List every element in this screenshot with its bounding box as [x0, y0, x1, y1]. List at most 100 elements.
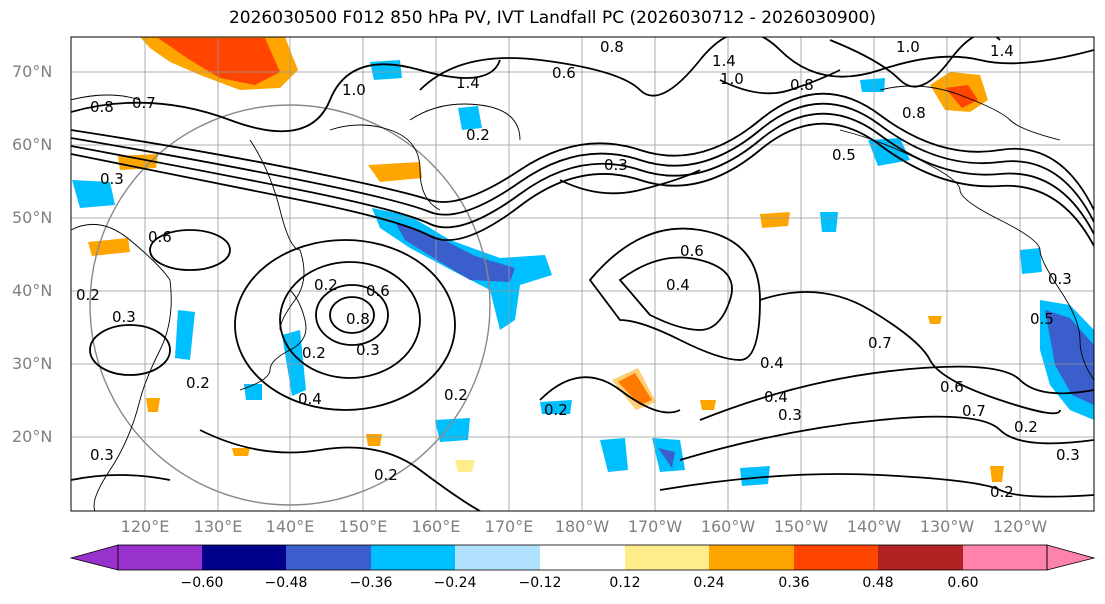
- contour-label: 0.3: [112, 308, 136, 326]
- contour-label: 0.6: [366, 282, 390, 300]
- radius-circle: [89, 104, 491, 506]
- shading-blob: [1045, 310, 1094, 405]
- lon-label: 160°E: [411, 517, 461, 536]
- contour-label: 0.3: [1056, 446, 1080, 464]
- colorbar-tick-label: −0.12: [518, 575, 562, 591]
- shading-blob: [740, 466, 770, 486]
- colorbar-segment: [794, 545, 878, 570]
- colorbar-tick-label: −0.48: [264, 575, 308, 591]
- colorbar-tick-label: 0.24: [693, 575, 725, 591]
- colorbar-tick-label: 0.48: [862, 575, 894, 591]
- lat-label: 30°N: [12, 354, 53, 373]
- contour-label: 0.5: [832, 146, 856, 164]
- contour-label: 0.7: [868, 334, 892, 352]
- contour-label: 0.8: [346, 310, 370, 328]
- contour-label: 0.2: [314, 276, 338, 294]
- shading-blob: [244, 384, 262, 400]
- shading-blob: [175, 310, 195, 360]
- contour-label: 0.3: [778, 406, 802, 424]
- contour-label: 0.8: [902, 104, 926, 122]
- contour-label: 0.5: [1030, 310, 1054, 328]
- shading-blob: [72, 180, 115, 208]
- colorbar-tick-label: −0.24: [433, 575, 477, 591]
- lon-label: 150°W: [773, 517, 829, 536]
- colorbar-segment: [118, 545, 202, 570]
- shading-blob: [455, 460, 475, 472]
- shading-blob: [458, 106, 482, 130]
- shading-blob: [658, 448, 675, 468]
- shading-blob: [612, 368, 656, 410]
- pv-contours: [71, 37, 1094, 511]
- lon-label: 140°W: [846, 517, 902, 536]
- colorbar-tick-label: 0.60: [947, 575, 979, 591]
- colorbar-segment: [540, 545, 625, 570]
- lat-label: 40°N: [12, 281, 53, 300]
- contour-label: 0.4: [760, 354, 784, 372]
- shading-blob: [540, 400, 572, 414]
- lon-label: 170°W: [627, 517, 683, 536]
- contour-label: 0.2: [466, 126, 490, 144]
- contour-label: 0.3: [1048, 270, 1072, 288]
- contour-label: 0.8: [600, 38, 624, 56]
- lon-label: 120°E: [120, 517, 170, 536]
- colorbar-segment: [878, 545, 963, 570]
- contour-label-layer: 0.8 0.7 1.0 1.4 0.8 0.6 1.4 1.0 0.8 1.0 …: [76, 38, 1080, 501]
- shading-blob: [368, 162, 422, 182]
- lon-label: 140°E: [265, 517, 315, 536]
- contour-label: 0.2: [990, 483, 1014, 501]
- contour-label: 0.2: [302, 344, 326, 362]
- contour-label: 0.8: [790, 76, 814, 94]
- colorbar-tick-label: −0.36: [349, 575, 393, 591]
- lat-label: 60°N: [12, 135, 53, 154]
- shading-blob: [1020, 248, 1042, 274]
- colorbar-segment: [963, 545, 1047, 570]
- contour-label: 1.4: [990, 42, 1014, 60]
- contour-label: 0.6: [148, 228, 172, 246]
- contour-label: 0.4: [666, 276, 690, 294]
- contour-label: 0.4: [298, 390, 322, 408]
- lon-label: 170°E: [484, 517, 534, 536]
- shading-blob: [232, 448, 250, 456]
- shading-blob: [600, 438, 628, 472]
- contour-label: 0.3: [356, 341, 380, 359]
- lat-label: 50°N: [12, 208, 53, 227]
- colorbar-segment: [709, 545, 794, 570]
- shading-blob: [435, 418, 470, 442]
- contour-label: 0.6: [680, 242, 704, 260]
- shading-blob: [760, 212, 790, 228]
- contour-label: 0.2: [76, 286, 100, 304]
- shading-blob: [820, 212, 838, 232]
- contour-label: 0.8: [90, 98, 114, 116]
- lon-label: 130°E: [193, 517, 243, 536]
- shading-blob: [860, 78, 885, 92]
- contour-label: 1.4: [712, 52, 736, 70]
- contour-label: 0.3: [90, 446, 114, 464]
- shading-blob: [366, 434, 382, 446]
- colorbar-segment: [455, 545, 540, 570]
- colorbar: [69, 544, 1096, 571]
- map-background: [71, 37, 1094, 511]
- contour-label: 0.6: [940, 378, 964, 396]
- contour-label: 0.3: [100, 170, 124, 188]
- contour-label: 0.4: [764, 388, 788, 406]
- contour-label: 0.7: [132, 94, 156, 112]
- shading-blob: [395, 222, 515, 282]
- colorbar-extend-left: [69, 544, 119, 571]
- colorbar-tick-label: 0.12: [609, 575, 641, 591]
- lon-label: 130°W: [919, 517, 975, 536]
- shading-blob: [990, 466, 1004, 482]
- map-border: [70, 36, 1095, 512]
- colorbar-extend-right: [1046, 544, 1096, 571]
- shading-blob: [945, 85, 978, 108]
- shading-blob: [700, 400, 716, 410]
- colorbar-segment: [625, 545, 709, 570]
- contour-label: 0.3: [604, 156, 628, 174]
- lon-label: 120°W: [992, 517, 1048, 536]
- lon-label: 180°W: [554, 517, 610, 536]
- colorbar-tick-label: 0.36: [778, 575, 810, 591]
- shading-blob: [928, 316, 942, 324]
- map-title: 2026030500 F012 850 hPa PV, IVT Landfall…: [228, 8, 876, 28]
- colorbar-tick-label: −0.60: [180, 575, 224, 591]
- contour-label: 0.2: [186, 374, 210, 392]
